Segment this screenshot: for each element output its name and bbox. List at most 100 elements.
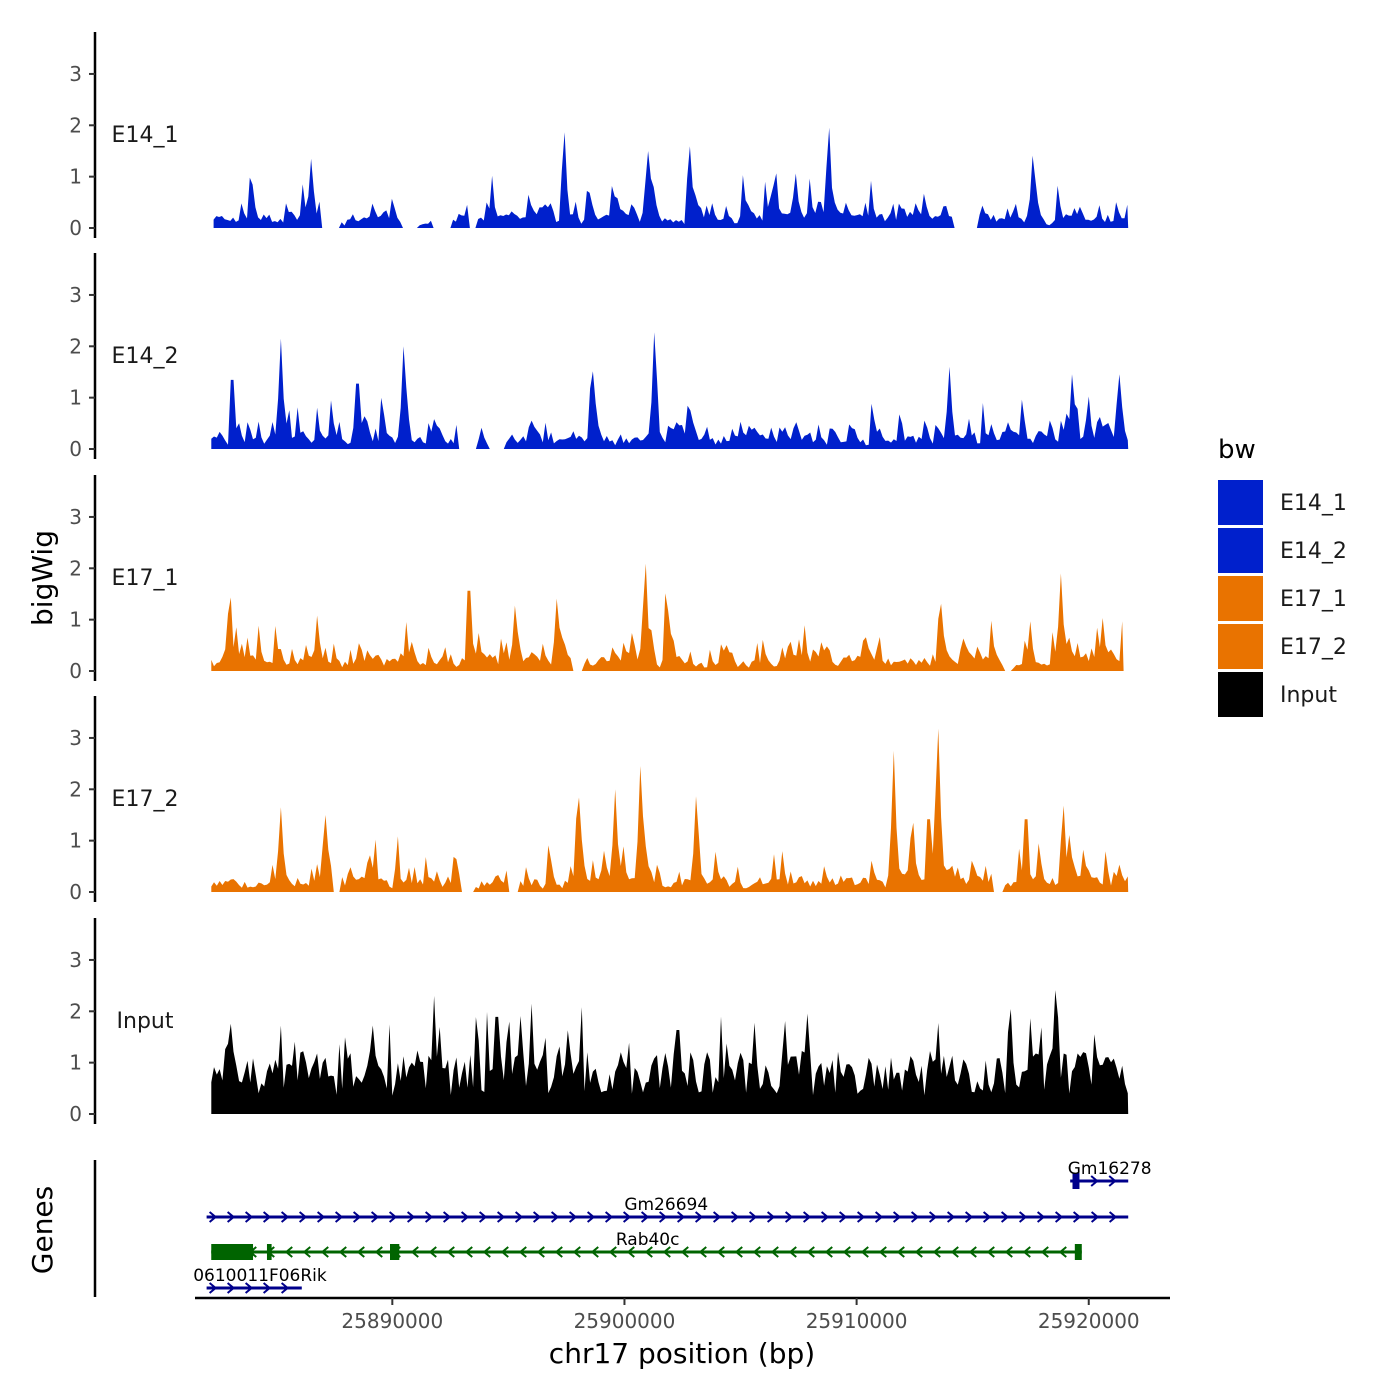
strand-arrow	[748, 1211, 758, 1223]
strand-arrow	[262, 1211, 272, 1223]
strand-arrow	[842, 1246, 851, 1258]
strand-arrow	[914, 1246, 923, 1258]
strand-arrow	[932, 1246, 941, 1258]
strand-arrow	[496, 1211, 506, 1223]
strand-arrow	[856, 1211, 866, 1223]
strand-arrow	[482, 1246, 491, 1258]
strand-arrow	[1040, 1246, 1049, 1258]
strand-arrow	[1000, 1211, 1010, 1223]
strand-arrow	[1108, 1211, 1118, 1223]
strand-arrow	[428, 1246, 437, 1258]
track-Input: 0 1 2 3 Input	[69, 918, 1129, 1126]
strand-arrow	[478, 1211, 488, 1223]
y-tick-label: 2	[69, 334, 82, 358]
strand-arrow	[824, 1246, 833, 1258]
strand-arrow	[514, 1211, 524, 1223]
legend-key-Input	[1218, 672, 1263, 717]
coverage-area	[211, 728, 1129, 892]
y-tick-label: 2	[69, 999, 82, 1023]
strand-arrow	[590, 1246, 599, 1258]
strand-arrow	[788, 1246, 797, 1258]
strand-arrow	[1108, 1175, 1117, 1187]
strand-arrow	[1004, 1246, 1013, 1258]
strand-arrow	[1090, 1211, 1100, 1223]
strand-arrow	[752, 1246, 761, 1258]
exon-block	[1074, 1244, 1082, 1260]
x-tick-label: 25890000	[341, 1309, 443, 1333]
y-tick-label: 1	[69, 608, 82, 632]
strand-arrow	[874, 1211, 884, 1223]
track-E17_1: 0 1 2 3 E17_1	[69, 475, 1124, 683]
strand-arrow	[320, 1246, 329, 1258]
strand-arrow	[730, 1211, 740, 1223]
strand-arrow	[784, 1211, 794, 1223]
gene-Rab40c: Rab40c	[211, 1230, 1082, 1260]
strand-arrow	[802, 1211, 812, 1223]
y-tick-label: 0	[69, 437, 82, 461]
coverage-area	[213, 127, 1129, 228]
legend: bw E14_1 E14_2 E17_1 E17_2 Input	[1218, 435, 1347, 717]
track-E14_2: 0 1 2 3 E14_2	[69, 253, 1129, 461]
gene-label: 0610011F06Rik	[193, 1266, 327, 1286]
x-tick-label: 25920000	[1038, 1309, 1140, 1333]
y-tick-label: 3	[69, 505, 82, 529]
strand-arrow	[262, 1282, 272, 1294]
strand-arrow	[964, 1211, 974, 1223]
y-tick-label: 1	[69, 1051, 82, 1075]
strand-arrow	[644, 1246, 653, 1258]
y-tick-label: 1	[69, 829, 82, 853]
strand-arrow	[446, 1246, 455, 1258]
track-label: E14_1	[112, 123, 179, 148]
legend-label-E14_1: E14_1	[1280, 491, 1347, 516]
gene-0610011F06Rik: 0610011F06Rik	[193, 1266, 327, 1294]
gene-Gm16278: Gm16278	[1068, 1159, 1152, 1189]
strand-arrow	[896, 1246, 905, 1258]
strand-arrow	[208, 1282, 218, 1294]
y-tick-label: 3	[69, 283, 82, 307]
strand-arrow	[770, 1246, 779, 1258]
strand-arrow	[950, 1246, 959, 1258]
strand-arrow	[1054, 1211, 1064, 1223]
y-tick-label: 3	[69, 948, 82, 972]
strand-arrow	[1058, 1246, 1067, 1258]
exon-block	[1072, 1173, 1080, 1189]
strand-arrow	[982, 1211, 992, 1223]
strand-arrow	[500, 1246, 509, 1258]
strand-arrow	[694, 1211, 704, 1223]
track-label: E17_1	[112, 566, 179, 591]
strand-arrow	[640, 1211, 650, 1223]
y-tick-label: 3	[69, 62, 82, 86]
coverage-area	[211, 990, 1129, 1114]
strand-arrow	[302, 1246, 311, 1258]
strand-arrow	[568, 1211, 578, 1223]
coverage-area	[211, 332, 1129, 449]
strand-arrow	[680, 1246, 689, 1258]
y-tick-label: 3	[69, 726, 82, 750]
strand-arrow	[622, 1211, 632, 1223]
strand-arrow	[586, 1211, 596, 1223]
legend-key-E17_2	[1218, 624, 1263, 669]
exon-block	[211, 1244, 254, 1260]
strand-arrow	[244, 1211, 254, 1223]
track-label: E14_2	[112, 344, 179, 369]
legend-label-E17_1: E17_1	[1280, 587, 1347, 612]
coverage-area	[211, 563, 1124, 671]
x-tick-label: 25900000	[574, 1309, 676, 1333]
strand-arrow	[676, 1211, 686, 1223]
x-axis-title: chr17 position (bp)	[549, 1337, 815, 1370]
strand-arrow	[604, 1211, 614, 1223]
y-tick-label: 0	[69, 659, 82, 683]
y-tick-label: 2	[69, 556, 82, 580]
strand-arrow	[1072, 1211, 1082, 1223]
legend-key-E14_2	[1218, 528, 1263, 573]
gene-Gm26694: Gm26694	[206, 1195, 1129, 1223]
track-E17_2: 0 1 2 3 E17_2	[69, 696, 1129, 904]
strand-arrow	[734, 1246, 743, 1258]
strand-arrow	[968, 1246, 977, 1258]
strand-arrow	[208, 1211, 218, 1223]
strand-arrow	[860, 1246, 869, 1258]
y-tick-label: 2	[69, 777, 82, 801]
legend-label-Input: Input	[1280, 683, 1337, 708]
legend-key-E17_1	[1218, 576, 1263, 621]
strand-arrow	[1018, 1211, 1028, 1223]
